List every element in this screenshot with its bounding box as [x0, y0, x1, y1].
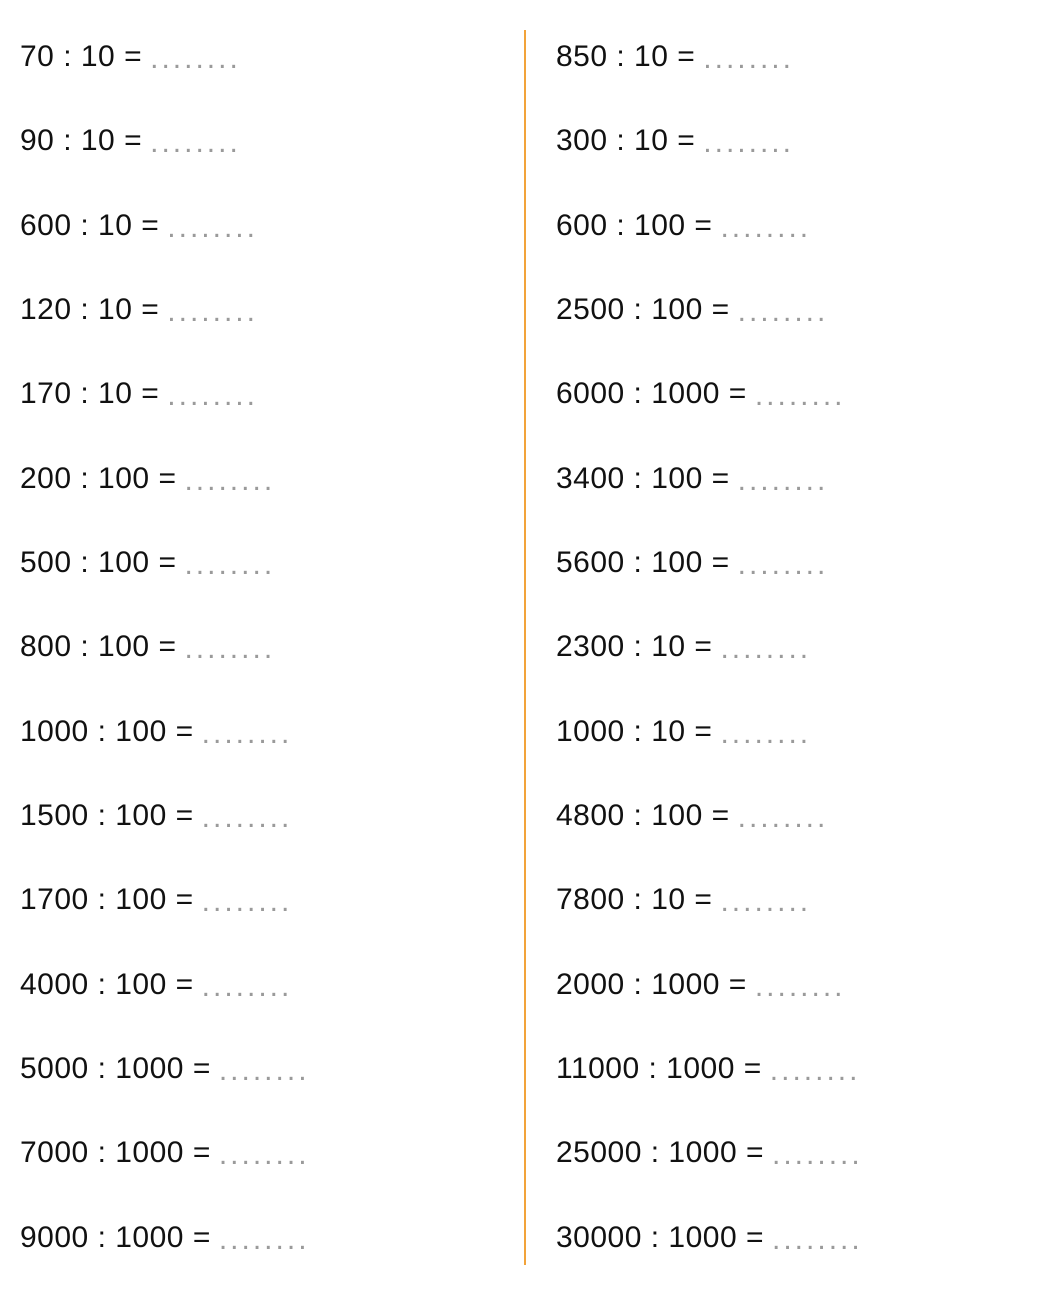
expression-text: 300 : 10 =	[556, 124, 695, 158]
problem-row: 9000 : 1000 =........	[20, 1221, 524, 1255]
answer-blank: ........	[219, 1138, 310, 1172]
problem-row: 1000 : 10 =........	[556, 715, 1050, 749]
answer-blank: ........	[150, 42, 241, 76]
answer-blank: ........	[772, 1223, 863, 1257]
answer-blank: ........	[703, 42, 794, 76]
answer-blank: ........	[219, 1054, 310, 1088]
answer-blank: ........	[738, 801, 829, 835]
expression-text: 5000 : 1000 =	[20, 1052, 211, 1086]
answer-blank: ........	[738, 295, 829, 329]
answer-blank: ........	[184, 464, 275, 498]
problem-row: 30000 : 1000 =........	[556, 1221, 1050, 1255]
answer-blank: ........	[150, 126, 241, 160]
expression-text: 170 : 10 =	[20, 377, 159, 411]
expression-text: 1000 : 10 =	[556, 715, 712, 749]
problem-row: 11000 : 1000 =........	[556, 1052, 1050, 1086]
problem-row: 3400 : 100 =........	[556, 462, 1050, 496]
answer-blank: ........	[720, 211, 811, 245]
answer-blank: ........	[202, 970, 293, 1004]
columns-wrapper: 70 : 10 =........90 : 10 =........600 : …	[0, 0, 1050, 1295]
problem-row: 500 : 100 =........	[20, 546, 524, 580]
expression-text: 6000 : 1000 =	[556, 377, 747, 411]
problem-row: 300 : 10 =........	[556, 124, 1050, 158]
expression-text: 1500 : 100 =	[20, 799, 194, 833]
expression-text: 7800 : 10 =	[556, 883, 712, 917]
problem-row: 1700 : 100 =........	[20, 883, 524, 917]
expression-text: 90 : 10 =	[20, 124, 142, 158]
expression-text: 2000 : 1000 =	[556, 968, 747, 1002]
problem-row: 25000 : 1000 =........	[556, 1136, 1050, 1170]
problem-row: 600 : 10 =........	[20, 209, 524, 243]
problem-row: 1000 : 100 =........	[20, 715, 524, 749]
left-column: 70 : 10 =........90 : 10 =........600 : …	[0, 40, 524, 1255]
problem-row: 2500 : 100 =........	[556, 293, 1050, 327]
expression-text: 850 : 10 =	[556, 40, 695, 74]
problem-row: 600 : 100 =........	[556, 209, 1050, 243]
worksheet-page: 70 : 10 =........90 : 10 =........600 : …	[0, 0, 1050, 1295]
expression-text: 2500 : 100 =	[556, 293, 730, 327]
answer-blank: ........	[184, 632, 275, 666]
answer-blank: ........	[167, 211, 258, 245]
problem-row: 2000 : 1000 =........	[556, 968, 1050, 1002]
answer-blank: ........	[738, 464, 829, 498]
expression-text: 4800 : 100 =	[556, 799, 730, 833]
expression-text: 5600 : 100 =	[556, 546, 730, 580]
problem-row: 70 : 10 =........	[20, 40, 524, 74]
problem-row: 850 : 10 =........	[556, 40, 1050, 74]
expression-text: 1700 : 100 =	[20, 883, 194, 917]
problem-row: 800 : 100 =........	[20, 630, 524, 664]
answer-blank: ........	[772, 1138, 863, 1172]
answer-blank: ........	[755, 379, 846, 413]
problem-row: 200 : 100 =........	[20, 462, 524, 496]
expression-text: 30000 : 1000 =	[556, 1221, 764, 1255]
expression-text: 3400 : 100 =	[556, 462, 730, 496]
answer-blank: ........	[770, 1054, 861, 1088]
problem-row: 90 : 10 =........	[20, 124, 524, 158]
answer-blank: ........	[167, 295, 258, 329]
expression-text: 1000 : 100 =	[20, 715, 194, 749]
answer-blank: ........	[703, 126, 794, 160]
expression-text: 120 : 10 =	[20, 293, 159, 327]
expression-text: 25000 : 1000 =	[556, 1136, 764, 1170]
answer-blank: ........	[202, 801, 293, 835]
answer-blank: ........	[738, 548, 829, 582]
answer-blank: ........	[202, 885, 293, 919]
answer-blank: ........	[167, 379, 258, 413]
expression-text: 600 : 100 =	[556, 209, 712, 243]
answer-blank: ........	[755, 970, 846, 1004]
answer-blank: ........	[720, 885, 811, 919]
expression-text: 70 : 10 =	[20, 40, 142, 74]
problem-row: 120 : 10 =........	[20, 293, 524, 327]
problem-row: 170 : 10 =........	[20, 377, 524, 411]
answer-blank: ........	[720, 717, 811, 751]
expression-text: 600 : 10 =	[20, 209, 159, 243]
expression-text: 500 : 100 =	[20, 546, 176, 580]
answer-blank: ........	[219, 1223, 310, 1257]
expression-text: 4000 : 100 =	[20, 968, 194, 1002]
expression-text: 11000 : 1000 =	[556, 1052, 762, 1086]
problem-row: 4000 : 100 =........	[20, 968, 524, 1002]
problem-row: 7000 : 1000 =........	[20, 1136, 524, 1170]
problem-row: 4800 : 100 =........	[556, 799, 1050, 833]
answer-blank: ........	[184, 548, 275, 582]
answer-blank: ........	[202, 717, 293, 751]
expression-text: 200 : 100 =	[20, 462, 176, 496]
expression-text: 9000 : 1000 =	[20, 1221, 211, 1255]
problem-row: 2300 : 10 =........	[556, 630, 1050, 664]
problem-row: 6000 : 1000 =........	[556, 377, 1050, 411]
expression-text: 2300 : 10 =	[556, 630, 712, 664]
problem-row: 5600 : 100 =........	[556, 546, 1050, 580]
problem-row: 5000 : 1000 =........	[20, 1052, 524, 1086]
problem-row: 7800 : 10 =........	[556, 883, 1050, 917]
answer-blank: ........	[720, 632, 811, 666]
expression-text: 800 : 100 =	[20, 630, 176, 664]
right-column: 850 : 10 =........300 : 10 =........600 …	[526, 40, 1050, 1255]
expression-text: 7000 : 1000 =	[20, 1136, 211, 1170]
problem-row: 1500 : 100 =........	[20, 799, 524, 833]
